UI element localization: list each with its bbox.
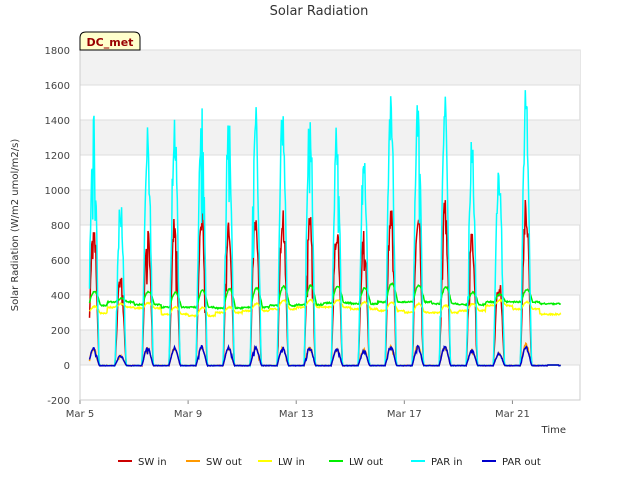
plot-area: -200 0 200 400 600 800 1000 1200 1400 1600 1800 Mar… bbox=[45, 46, 581, 420]
grid-band bbox=[80, 50, 580, 85]
series-line-lw-out bbox=[88, 282, 562, 311]
chart-title: Solar Radiation bbox=[270, 4, 369, 19]
x-tick-label: Mar 13 bbox=[279, 409, 314, 420]
y-axis-label: Solar Radiation (W/m2 umol/m2/s) bbox=[10, 139, 21, 312]
y-tick-label: 600 bbox=[51, 256, 70, 267]
y-tick-label: 400 bbox=[51, 291, 70, 302]
series-line-par-out bbox=[88, 344, 561, 368]
x-tick-label: Mar 17 bbox=[387, 409, 422, 420]
y-tick-label: 1800 bbox=[45, 46, 70, 57]
y-tick-label: -200 bbox=[47, 396, 70, 407]
y-tick-label: 1200 bbox=[45, 151, 70, 162]
grid-band bbox=[80, 190, 580, 225]
y-tick-label: 800 bbox=[51, 221, 70, 232]
legend-label-par-out: PAR out bbox=[502, 457, 541, 468]
legend-label-lw-in: LW in bbox=[278, 457, 305, 468]
x-axis-label: Time bbox=[541, 425, 566, 436]
legend-label-sw-in: SW in bbox=[138, 457, 167, 468]
y-tick-label: 1400 bbox=[45, 116, 70, 127]
legend: SW in SW out LW in LW out PAR in PAR out bbox=[118, 457, 541, 468]
legend-label-lw-out: LW out bbox=[349, 457, 383, 468]
x-tick-label: Mar 21 bbox=[495, 409, 530, 420]
y-tick-label: 200 bbox=[51, 326, 70, 337]
y-tick-label: 1000 bbox=[45, 186, 70, 197]
y-tick-label: 1600 bbox=[45, 81, 70, 92]
y-tick-label: 0 bbox=[64, 361, 70, 372]
station-badge-label: DC_met bbox=[87, 36, 134, 49]
station-badge: DC_met bbox=[79, 31, 141, 51]
x-tick-label: Mar 9 bbox=[174, 409, 202, 420]
legend-label-sw-out: SW out bbox=[206, 457, 242, 468]
x-tick-label: Mar 5 bbox=[66, 409, 94, 420]
grid-band bbox=[80, 330, 580, 365]
series-line-lw-in bbox=[88, 298, 562, 318]
grid-band bbox=[80, 260, 580, 295]
legend-label-par-in: PAR in bbox=[431, 457, 462, 468]
grid-band bbox=[80, 120, 580, 155]
